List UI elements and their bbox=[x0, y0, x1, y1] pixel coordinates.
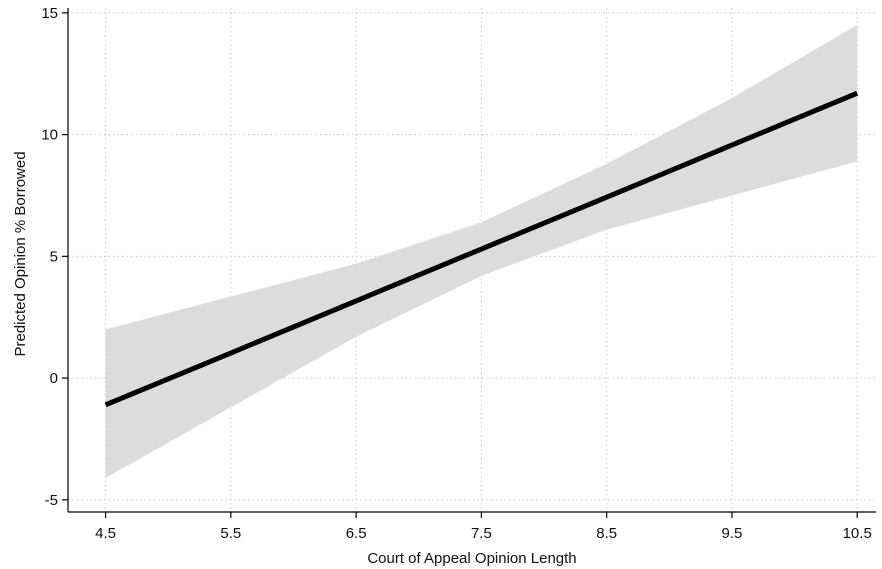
y-ticks: -5 0 5 10 15 bbox=[41, 5, 68, 509]
x-tick-label: 7.5 bbox=[471, 525, 492, 542]
y-axis-title: Predicted Opinion % Borrowed bbox=[12, 151, 29, 356]
prediction-line-path bbox=[104, 90, 859, 408]
x-tick-label: 8.5 bbox=[596, 525, 617, 542]
x-tick-label: 4.5 bbox=[95, 525, 116, 542]
y-tick-label: -5 bbox=[45, 492, 58, 509]
y-tick-label: 0 bbox=[50, 370, 58, 387]
x-tick-label: 6.5 bbox=[346, 525, 367, 542]
prediction-line bbox=[104, 90, 859, 408]
axes bbox=[67, 8, 876, 513]
x-tick-label: 10.5 bbox=[843, 525, 872, 542]
x-ticks: 4.5 5.5 6.5 7.5 8.5 9.5 10.5 bbox=[95, 512, 872, 542]
x-tick-label: 9.5 bbox=[722, 525, 743, 542]
y-tick-label: 5 bbox=[50, 248, 58, 265]
x-tick-label: 5.5 bbox=[220, 525, 241, 542]
y-tick-label: 10 bbox=[41, 127, 58, 144]
x-axis-title: Court of Appeal Opinion Length bbox=[367, 550, 576, 567]
y-tick-label: 15 bbox=[41, 5, 58, 22]
